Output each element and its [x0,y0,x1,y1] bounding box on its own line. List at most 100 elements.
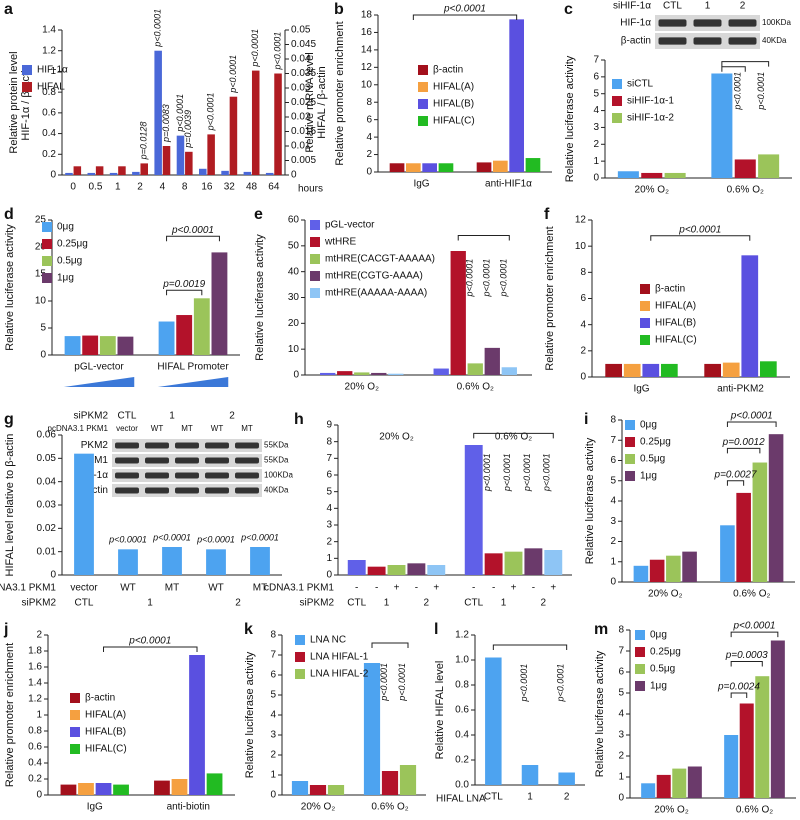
bar [558,772,575,785]
blot-lane: 1 [705,1,711,12]
legend-label: 0μg [57,222,74,233]
p-value: p<0.0001 [482,259,492,298]
significance-bracket [726,480,745,486]
tick-label: 4 [270,710,276,721]
blot-header: siHIF-1α [613,1,651,12]
bar [193,298,210,355]
legend-swatch [22,82,32,92]
tick-label: 1 [610,556,616,567]
tick-label: 0.6 [455,705,469,716]
legend-label: HIFAL(C) [433,116,475,127]
panel: c siHIF-1α CTL 1 2 HIF-1α 100KDa β-actin 40KDa 0 1… [564,1,792,196]
tick-label: 2 [36,630,42,641]
bar [354,372,370,375]
p-value: p<0.0001 [502,453,512,492]
bar [367,566,386,575]
blot-lane: 1 [169,411,175,422]
blot-band [175,487,199,494]
bar [734,159,756,178]
tick-label: 6 [326,470,332,481]
p-value: p<0.0001 [482,453,492,492]
bar [755,676,770,798]
legend-label: HIFAL(C) [85,744,127,755]
row-item: MT [165,583,179,594]
legend-swatch [418,99,428,109]
row-item: 1 [147,598,153,609]
tick-label: 10 [575,241,587,252]
bar [605,363,623,377]
bar [309,785,327,795]
bar [185,151,193,175]
row-item: 1 [384,598,390,609]
category-label: IgG [413,179,429,190]
bar [768,434,784,582]
legend-swatch [295,635,305,645]
bar [759,361,777,377]
axis-title: Relative luciferase activity [4,224,16,351]
category-label: anti-PKM2 [717,384,764,395]
legend-swatch [640,284,650,294]
significance-bracket [721,66,746,72]
bar [265,172,274,175]
tick-label: 12 [361,62,373,73]
axis-title: Relative protein level [8,51,20,153]
legend-label: HIFAL(A) [85,710,126,721]
tick-label: 0.04 [291,54,311,65]
significance-bracket [730,661,763,667]
tick-label: 7 [593,55,599,66]
blot-row-size: 55KDa [264,441,289,450]
legend-swatch [612,113,622,123]
row-item: CTL [464,598,483,609]
significance-bracket [721,61,770,67]
tick-label: 4 [326,503,332,514]
legend-swatch [625,420,635,430]
bar [722,362,740,377]
p-value: p<0.0001 [108,535,147,545]
x-axis-title: hours [298,184,323,195]
legend-label: 0.25μg [57,239,88,250]
bar [464,445,483,575]
bar [493,160,508,172]
blot-band [205,472,229,479]
bar [476,162,492,172]
bar [73,166,82,175]
p-value: p=0.0083 [161,104,171,143]
tick-label: 3 [270,730,276,741]
tick-label: 6 [618,667,624,678]
legend-swatch [70,710,80,720]
tick-label: 0 [618,793,624,804]
axis-title: Relative luciferase activity [564,55,576,182]
tick-label: 1 [270,770,276,781]
row-item: CTL [75,598,94,609]
row-item: - [355,583,358,594]
category-label: CTL [484,792,503,803]
legend-label: mtHRE(CGTG-AAAA) [325,271,423,282]
tick-label: 0.01 [37,546,57,557]
category-label: 2 [564,792,570,803]
legend-swatch [635,630,645,640]
p-value: p<0.0001 [228,55,238,94]
legend-label: HIFAL(A) [655,301,696,312]
bar [422,163,437,172]
tick-label: 0 [326,570,332,581]
tick-label: 0 [291,170,297,181]
tick-label: 10 [361,79,373,90]
panel: i 0 1 2 3 4 5 6 7 8 Relative luciferase activity 20… [584,411,795,600]
legend-label: HIFAL(C) [655,335,697,346]
legend-label: pGL-vector [325,220,375,231]
bar [666,555,681,582]
legend-label: 0μg [650,630,667,641]
bar [672,768,687,798]
legend-label: β-actin [655,284,685,295]
tick-label: 0.6 [42,107,56,118]
panel-letter: g [4,411,14,428]
bar [521,765,539,785]
panel: a 0 0.2 0.4 0.6 0.8 1 1.2 1.4 0 0.005 0.01 0.015 0.02… [4,1,328,194]
bar [642,363,660,377]
legend-swatch [42,222,52,232]
p-value: p<0.0001 [250,29,260,68]
panel-letter: b [334,1,344,18]
blot-band [115,457,139,464]
legend-swatch [418,82,428,92]
dose-wedge [63,377,135,387]
